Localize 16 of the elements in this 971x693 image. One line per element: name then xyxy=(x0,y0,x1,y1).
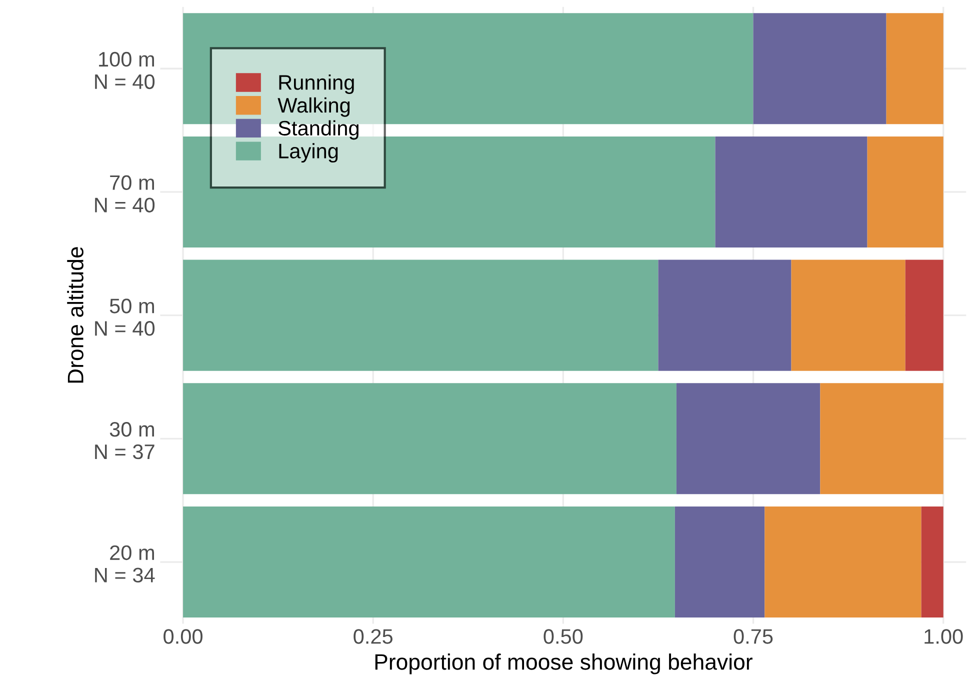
x-tick-label: 0.25 xyxy=(354,629,393,644)
legend-label: Laying xyxy=(279,143,338,163)
y-tick-label: 30 m N = 37 xyxy=(95,422,154,460)
y-tick-label: 70 m N = 40 xyxy=(95,175,155,212)
x-tick-label: 1.00 xyxy=(924,629,963,644)
x-tick-label: 0.75 xyxy=(734,629,773,644)
y-axis-title: Drone altitude xyxy=(67,247,84,383)
x-tick-label: 0.50 xyxy=(544,629,583,644)
y-tick-label: 20 m N = 34 xyxy=(95,545,155,583)
x-tick-label: 0.00 xyxy=(164,629,202,644)
y-tick-label: 100 m N = 40 xyxy=(95,52,155,90)
legend-label: Standing xyxy=(278,120,358,140)
y-tick-label: 50 m N = 40 xyxy=(95,298,155,336)
legend-label: Running xyxy=(279,74,354,94)
legend-label: Walking xyxy=(278,97,350,117)
x-axis-title: Proportion of moose showing behavior xyxy=(375,654,752,674)
